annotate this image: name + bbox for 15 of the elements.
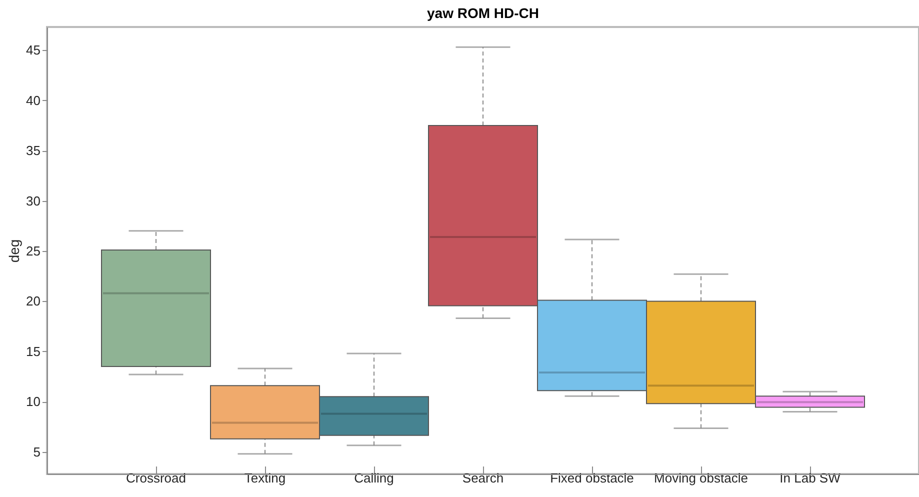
y-tick-label: 30 [26,193,40,208]
y-tick-label: 15 [26,344,40,359]
y-axis-title: deg [6,239,22,263]
x-tick-label: Crossroad [126,470,186,486]
x-tick-label: Texting [244,470,286,486]
x-tick-label: Search [462,470,504,486]
y-tick-label: 20 [26,294,40,309]
y-tick-label: 40 [26,92,40,108]
y-tick-label: 35 [26,143,40,158]
chart-title: yaw ROM HD-CH [426,5,540,21]
y-tick-label: 10 [26,394,40,410]
y-tick-label: 45 [26,42,40,58]
y-tick-label: 5 [33,444,40,460]
x-tick-label: Moving obstacle [654,470,748,486]
y-tick-label: 25 [26,244,40,258]
